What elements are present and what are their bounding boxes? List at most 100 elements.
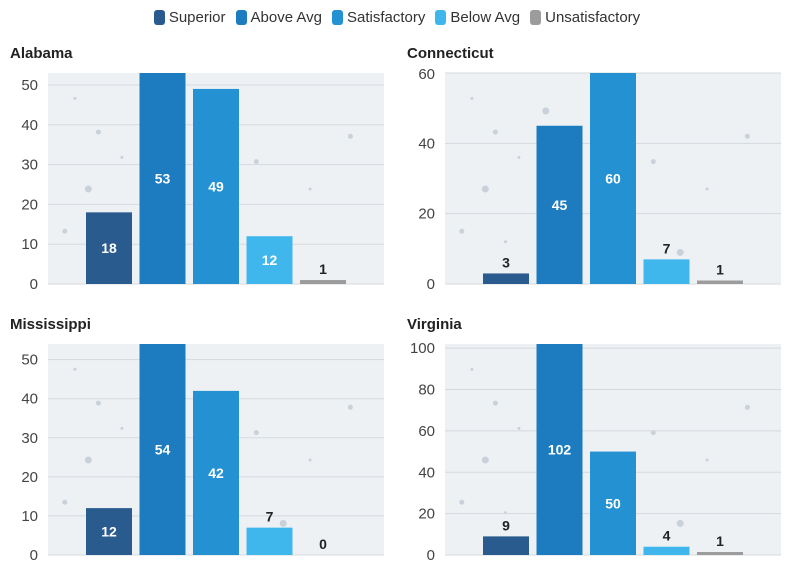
bar-value-label: 42 <box>208 465 224 481</box>
bar-value-label: 45 <box>552 197 568 213</box>
panel-connecticut: Connecticut 0 20 40 60 3 45 60 7 1 <box>397 45 787 295</box>
legend-item-satisfactory[interactable]: Satisfactory <box>331 9 426 26</box>
bar-chart: 0 10 20 30 40 50 12 54 42 7 0 <box>21 344 384 564</box>
legend-item-below-avg[interactable]: Below Avg <box>435 9 520 26</box>
bar-value-label: 49 <box>208 178 224 194</box>
bar-superior[interactable] <box>86 212 132 284</box>
bar-unsatisfactory[interactable] <box>697 552 743 555</box>
background-dot <box>347 404 353 410</box>
y-tick-label: 50 <box>21 77 38 94</box>
legend-label: Above Avg <box>250 9 322 26</box>
background-dot <box>120 155 124 159</box>
y-tick-label: 40 <box>21 117 38 134</box>
background-dot <box>84 456 92 464</box>
background-dot <box>676 519 684 527</box>
bar-superior[interactable] <box>483 536 529 555</box>
y-tick-label: 30 <box>21 430 38 447</box>
y-tick-label: 60 <box>418 423 435 440</box>
bar-value-label: 1 <box>319 261 327 277</box>
legend-swatch <box>435 10 447 25</box>
background-dot <box>73 96 77 100</box>
y-tick-label: 0 <box>30 276 38 293</box>
panel-title: Connecticut <box>407 45 494 62</box>
legend-label: Unsatisfactory <box>545 9 641 26</box>
y-tick-label: 0 <box>427 547 435 564</box>
background-dot <box>459 228 465 234</box>
y-tick-label: 0 <box>30 547 38 564</box>
bar-chart: 0 20 40 60 3 45 60 7 1 <box>418 66 781 293</box>
bar-value-label: 18 <box>101 240 117 256</box>
y-tick-label: 50 <box>21 352 38 369</box>
background-dot <box>542 107 550 115</box>
y-tick-label: 40 <box>418 135 435 152</box>
background-dot <box>279 519 287 527</box>
legend-item-superior[interactable]: Superior <box>153 9 226 26</box>
bar-value-label: 1 <box>716 533 724 549</box>
legend-label: Satisfactory <box>346 9 426 26</box>
legend-swatch <box>235 10 247 25</box>
bar-unsatisfactory[interactable] <box>697 280 743 284</box>
bar-above-avg[interactable] <box>536 125 583 284</box>
bar-value-label: 7 <box>266 509 274 525</box>
background-dot <box>492 400 498 406</box>
bar-value-label: 60 <box>605 171 621 187</box>
background-dot <box>470 367 474 371</box>
panel-virginia: Virginia 0 20 40 60 80 100 9 102 50 4 1 <box>397 316 787 566</box>
bar-below-avg[interactable] <box>643 259 690 284</box>
bar-value-label: 9 <box>502 517 510 533</box>
y-tick-label: 20 <box>418 506 435 523</box>
background-dot <box>705 187 709 191</box>
bar-superior[interactable] <box>483 273 529 284</box>
y-tick-label: 20 <box>21 469 38 486</box>
bar-satisfactory[interactable] <box>193 88 239 284</box>
bar-below-avg[interactable] <box>246 236 293 284</box>
background-dot <box>347 133 353 139</box>
bar-above-avg[interactable] <box>536 344 583 555</box>
y-tick-label: 60 <box>418 66 435 83</box>
y-tick-label: 20 <box>21 196 38 213</box>
background-dot <box>676 248 684 256</box>
bar-chart: 0 10 20 30 40 50 18 53 49 12 1 <box>21 73 384 293</box>
background-dot <box>481 456 489 464</box>
bar-value-label: 12 <box>101 524 117 540</box>
background-dot <box>517 155 521 159</box>
background-dot <box>744 404 750 410</box>
bar-satisfactory[interactable] <box>590 451 636 555</box>
background-dot <box>84 185 92 193</box>
background-dot <box>253 430 259 436</box>
background-dot <box>744 133 750 139</box>
background-dot <box>308 187 312 191</box>
bar-satisfactory[interactable] <box>590 73 636 284</box>
background-dot <box>73 367 77 371</box>
bar-value-label: 0 <box>319 536 327 552</box>
bar-satisfactory[interactable] <box>193 390 239 555</box>
y-tick-label: 20 <box>418 206 435 223</box>
bar-value-label: 50 <box>605 495 621 511</box>
bar-above-avg[interactable] <box>139 73 186 284</box>
bar-value-label: 53 <box>155 171 171 187</box>
background-dot <box>253 159 259 165</box>
y-tick-label: 30 <box>21 157 38 174</box>
y-tick-label: 40 <box>418 464 435 481</box>
legend-swatch <box>331 10 343 25</box>
panel-title: Alabama <box>10 45 73 62</box>
panel-alabama: Alabama 0 10 20 30 40 50 18 53 49 12 1 <box>0 45 390 295</box>
background-dot <box>650 159 656 165</box>
legend-item-above-avg[interactable]: Above Avg <box>235 9 322 26</box>
bar-below-avg[interactable] <box>643 546 690 555</box>
bar-unsatisfactory[interactable] <box>300 280 346 284</box>
bar-above-avg[interactable] <box>139 344 186 555</box>
background-dot <box>62 228 68 234</box>
bar-superior[interactable] <box>86 508 132 555</box>
panel-title: Mississippi <box>10 316 91 333</box>
background-dot <box>308 458 312 462</box>
legend-item-unsatisfactory[interactable]: Unsatisfactory <box>530 9 640 26</box>
bar-below-avg[interactable] <box>246 527 293 555</box>
panel-mississippi: Mississippi 0 10 20 30 40 50 12 54 42 7 0 <box>0 316 390 566</box>
background-dot <box>95 400 101 406</box>
bar-value-label: 12 <box>262 252 278 268</box>
bar-value-label: 54 <box>155 442 171 458</box>
background-dot <box>95 129 101 135</box>
bar-chart: 0 20 40 60 80 100 9 102 50 4 1 <box>410 340 781 564</box>
